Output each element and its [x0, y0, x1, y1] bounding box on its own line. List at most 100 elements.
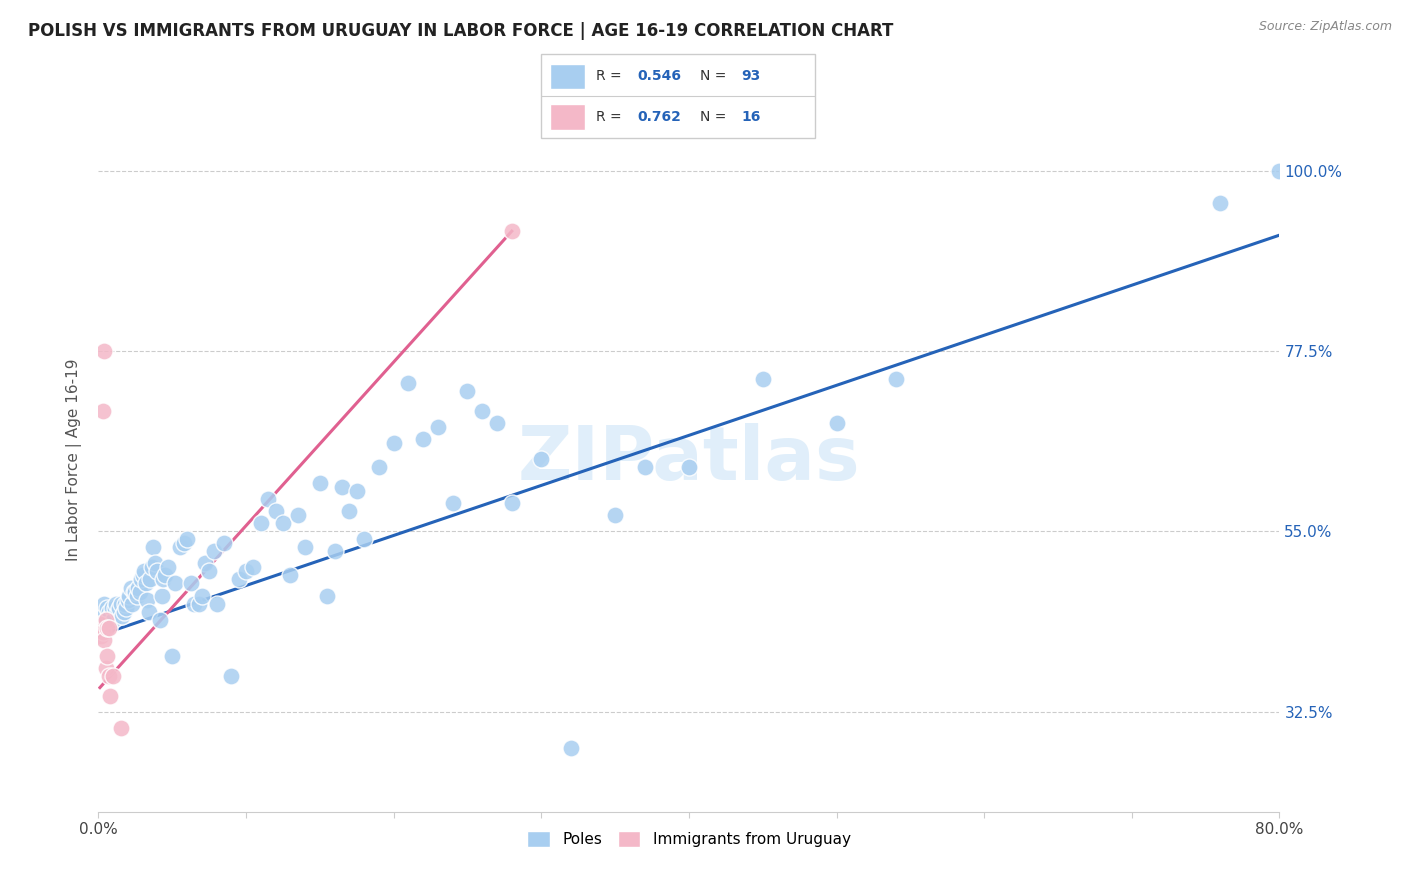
Point	[93, 632, 115, 647]
Point	[117, 592, 139, 607]
Point	[264, 504, 287, 518]
Point	[112, 605, 135, 619]
Point	[111, 608, 134, 623]
Point	[98, 689, 121, 703]
Point	[353, 533, 375, 547]
Point	[250, 516, 273, 531]
Point	[560, 740, 582, 755]
Point	[530, 452, 553, 467]
Point	[118, 589, 141, 603]
Point	[96, 648, 118, 663]
Point	[91, 404, 114, 418]
Point	[280, 568, 302, 582]
Point	[136, 592, 159, 607]
Point	[294, 541, 316, 555]
Point	[156, 560, 179, 574]
Point	[125, 589, 148, 603]
Point	[191, 589, 214, 603]
Point	[93, 597, 115, 611]
Point	[150, 589, 173, 603]
Text: R =: R =	[596, 110, 626, 124]
Point	[96, 600, 118, 615]
Point	[368, 460, 391, 475]
Point	[287, 508, 309, 523]
Point	[271, 516, 294, 531]
Point	[103, 613, 125, 627]
Point	[242, 560, 264, 574]
Bar	[550, 104, 585, 130]
Point	[143, 557, 166, 571]
Point	[316, 589, 339, 603]
Point	[205, 597, 228, 611]
Point	[1268, 164, 1291, 178]
Point	[212, 536, 235, 550]
Point	[135, 576, 157, 591]
FancyBboxPatch shape	[541, 54, 815, 138]
Point	[605, 508, 627, 523]
Point	[141, 560, 163, 574]
Point	[162, 648, 183, 663]
Point	[398, 376, 420, 391]
Point	[134, 565, 156, 579]
Point	[97, 668, 120, 682]
Point	[100, 600, 122, 615]
Point	[91, 624, 114, 639]
Point	[121, 597, 143, 611]
Point	[235, 565, 257, 579]
Point	[89, 616, 111, 631]
Point	[323, 544, 346, 558]
Point	[257, 492, 280, 507]
Point	[501, 224, 523, 238]
Text: 0.762: 0.762	[637, 110, 681, 124]
Legend: Poles, Immigrants from Uruguay: Poles, Immigrants from Uruguay	[522, 825, 856, 854]
Point	[471, 404, 494, 418]
Point	[97, 621, 120, 635]
Text: Source: ZipAtlas.com: Source: ZipAtlas.com	[1258, 20, 1392, 33]
Point	[330, 480, 353, 494]
Text: ZIPatlas: ZIPatlas	[517, 423, 860, 496]
Point	[124, 584, 146, 599]
Point	[221, 668, 243, 682]
Point	[346, 484, 368, 499]
Point	[110, 721, 132, 735]
Point	[194, 557, 217, 571]
Point	[187, 597, 209, 611]
Point	[198, 565, 221, 579]
Point	[114, 597, 136, 611]
Point	[104, 600, 127, 615]
Point	[825, 417, 848, 431]
Point	[129, 573, 152, 587]
Point	[139, 573, 162, 587]
Point	[127, 581, 149, 595]
Point	[138, 605, 160, 619]
Point	[183, 597, 205, 611]
Text: 16: 16	[741, 110, 761, 124]
Point	[97, 605, 120, 619]
Point	[412, 433, 434, 447]
Point	[176, 533, 198, 547]
Point	[180, 576, 202, 591]
Text: N =: N =	[700, 70, 731, 83]
Point	[884, 372, 907, 386]
Point	[90, 608, 112, 623]
Point	[103, 668, 125, 682]
Point	[108, 600, 131, 615]
Point	[149, 613, 172, 627]
Point	[142, 541, 165, 555]
Point	[132, 568, 155, 582]
Point	[98, 608, 121, 623]
Point	[752, 372, 775, 386]
Point	[634, 460, 657, 475]
Point	[90, 629, 112, 643]
Point	[173, 536, 195, 550]
Text: N =: N =	[700, 110, 731, 124]
Point	[120, 581, 142, 595]
Point	[486, 417, 509, 431]
Point	[128, 584, 150, 599]
Point	[441, 496, 464, 510]
Point	[122, 584, 145, 599]
Y-axis label: In Labor Force | Age 16-19: In Labor Force | Age 16-19	[66, 358, 83, 561]
Point	[457, 384, 479, 399]
Point	[202, 544, 225, 558]
Bar	[550, 63, 585, 89]
